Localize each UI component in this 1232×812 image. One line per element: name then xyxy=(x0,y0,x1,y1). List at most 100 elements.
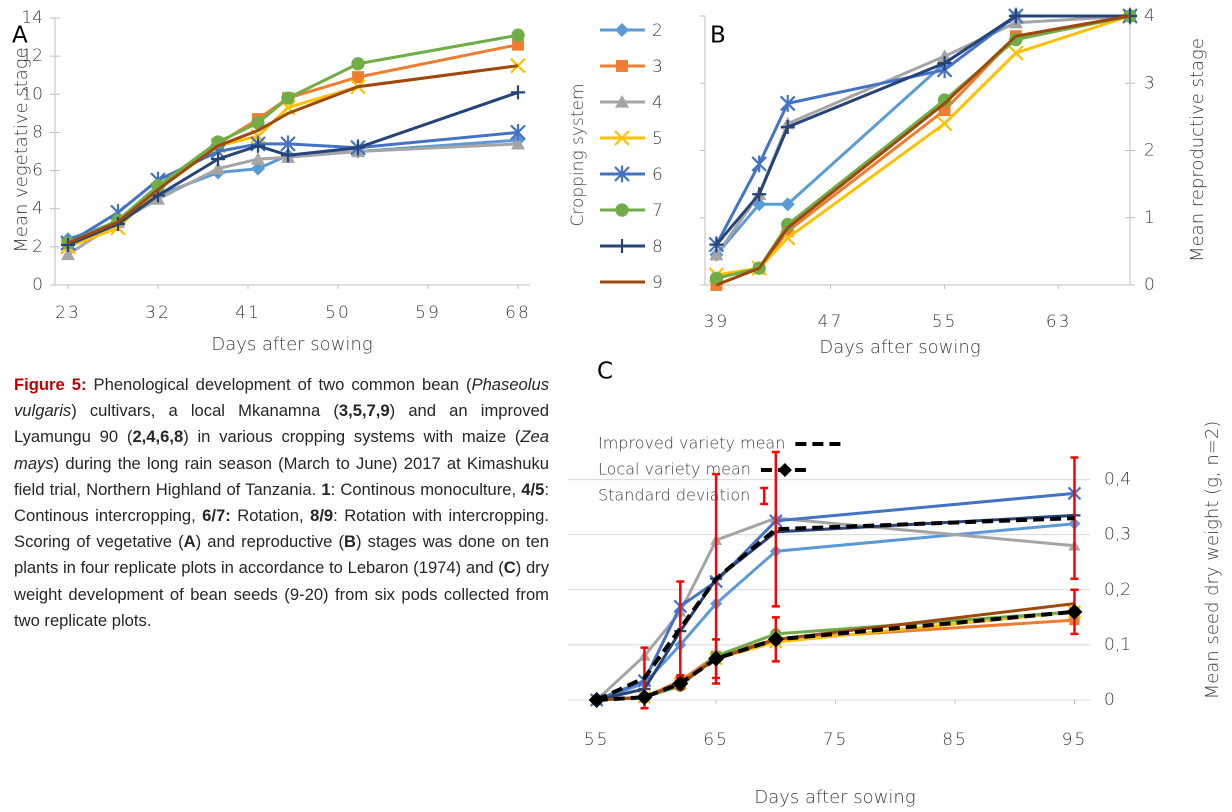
series-line xyxy=(715,14,1131,287)
caption-run: 6/7: xyxy=(202,506,231,526)
x-tick-label: 32 xyxy=(145,303,171,323)
series-line xyxy=(595,516,1075,702)
legend-label: 8 xyxy=(652,237,663,257)
marker xyxy=(251,138,265,153)
caption-run: Phenological development of two common b… xyxy=(86,375,472,394)
panel-label: A xyxy=(12,23,28,49)
marker xyxy=(1008,45,1024,61)
caption-run: Figure 5: xyxy=(14,375,87,394)
caption-run: 4/5 xyxy=(521,479,545,499)
legend-label: Improved variety mean xyxy=(598,434,785,453)
marker xyxy=(752,187,767,202)
caption-run: ) cultivars, a local Mkanamna ( xyxy=(71,401,339,421)
marker xyxy=(615,239,629,253)
legend-label: Standard deviation xyxy=(598,486,750,505)
caption-run: Zea mays xyxy=(14,427,554,473)
x-axis-title: Days after sowing xyxy=(819,337,980,358)
caption-run: B xyxy=(344,532,357,552)
y-tick-label: 3 xyxy=(1144,73,1155,93)
x-tick-label: 41 xyxy=(235,303,261,323)
marker xyxy=(1008,9,1023,23)
marker xyxy=(777,463,792,477)
marker xyxy=(751,155,767,173)
caption-run: : Continous intercropping, xyxy=(14,479,554,526)
marker xyxy=(512,38,524,51)
marker xyxy=(151,179,165,193)
caption-run: Phaseolus vulgaris xyxy=(14,375,554,421)
caption-run: ) during the long rain season (March to … xyxy=(14,453,554,499)
y-tick-label: 0 xyxy=(1104,690,1115,710)
marker xyxy=(511,28,525,42)
caption-run: Rotation, xyxy=(230,506,311,526)
marker xyxy=(708,650,725,667)
y-axis-title: Mean vegetative stage xyxy=(11,47,32,252)
x-tick-label: 23 xyxy=(55,303,81,323)
legend-label: 4 xyxy=(652,93,663,113)
y-tick-label: 2 xyxy=(32,237,43,257)
marker xyxy=(510,57,526,74)
marker xyxy=(61,237,75,252)
marker xyxy=(780,197,795,212)
x-axis-title: Days after sowing xyxy=(211,334,372,355)
marker xyxy=(615,23,629,37)
marker xyxy=(938,104,951,117)
caption-run: C xyxy=(503,558,516,578)
marker xyxy=(709,271,724,285)
caption-run: 8/9 xyxy=(310,506,334,526)
y-tick-label: 12 xyxy=(21,46,43,66)
x-tick-label: 47 xyxy=(818,312,844,332)
y-tick-label: 0,3 xyxy=(1104,525,1131,545)
marker xyxy=(780,119,795,134)
legend-label: 3 xyxy=(652,57,663,77)
series-line xyxy=(67,64,519,245)
marker xyxy=(211,152,225,167)
marker xyxy=(351,140,365,155)
series-line xyxy=(67,33,519,245)
marker xyxy=(251,161,265,176)
x-tick-label: 95 xyxy=(1062,730,1088,750)
x-tick-label: 85 xyxy=(942,730,968,750)
caption-run: ) dry weight development of bean seeds (… xyxy=(14,558,554,630)
marker xyxy=(615,95,629,108)
marker xyxy=(937,56,952,71)
series-line xyxy=(715,14,1131,256)
marker xyxy=(709,237,724,252)
marker xyxy=(614,130,630,146)
caption-run: 1 xyxy=(321,479,331,499)
x-tick-label: 63 xyxy=(1046,312,1072,332)
legend-swatch xyxy=(760,486,769,506)
marker xyxy=(352,71,364,84)
y-axis-title: Mean reproductive stage xyxy=(1187,38,1208,262)
y-tick-label: 0,2 xyxy=(1104,580,1131,600)
caption-run: A xyxy=(183,532,196,552)
caption-run: : Rotation with intercropping. Scoring o… xyxy=(14,506,559,552)
y-tick-label: 1 xyxy=(1144,208,1155,228)
marker xyxy=(937,93,952,107)
y-tick-label: 8 xyxy=(32,122,43,142)
y-tick-label: 4 xyxy=(32,199,43,219)
caption-run: ) and an improved Lyamungu 90 ( xyxy=(14,401,554,447)
marker xyxy=(937,49,952,62)
x-axis-title: Days after sowing xyxy=(754,787,915,808)
marker xyxy=(211,161,225,175)
mean-line xyxy=(595,516,1075,702)
marker xyxy=(936,115,953,132)
marker xyxy=(781,217,795,232)
marker xyxy=(251,116,265,130)
marker xyxy=(615,203,629,217)
y-tick-label: 0 xyxy=(32,275,43,295)
marker xyxy=(767,631,784,648)
caption-run: 3,5,7,9 xyxy=(338,401,390,421)
series-line xyxy=(596,491,1075,702)
marker xyxy=(672,675,689,692)
y-tick-label: 2 xyxy=(1144,141,1155,161)
error-bar xyxy=(676,580,685,677)
y-tick-label: 0,1 xyxy=(1104,635,1131,655)
y-tick-label: 10 xyxy=(21,84,43,104)
marker xyxy=(61,247,75,261)
x-tick-label: 39 xyxy=(704,312,730,332)
y-tick-label: 0,4 xyxy=(1104,470,1131,490)
legend-label: 5 xyxy=(652,129,663,149)
legend-label: Local variety mean xyxy=(598,460,751,479)
y-tick-label: 6 xyxy=(32,161,43,181)
